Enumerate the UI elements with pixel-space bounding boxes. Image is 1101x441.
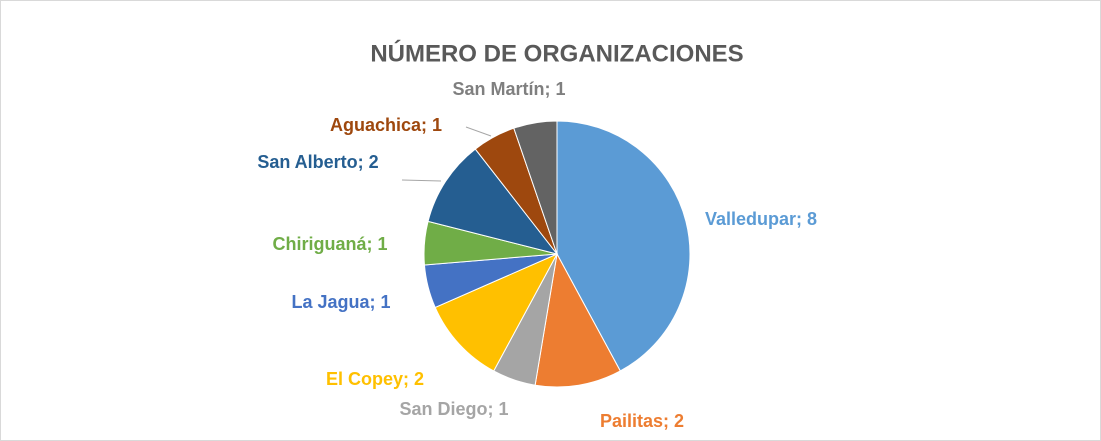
data-label: San Alberto; 2 [257, 152, 378, 172]
data-label: Chiriguaná; 1 [272, 234, 387, 254]
chart-title: NÚMERO DE ORGANIZACIONES [370, 39, 743, 67]
data-label: San Martín; 1 [452, 79, 565, 99]
data-label: El Copey; 2 [326, 369, 424, 389]
data-label: Valledupar; 8 [705, 209, 817, 229]
leader-line [401, 179, 442, 182]
data-label: Pailitas; 2 [600, 411, 684, 431]
data-label: Aguachica; 1 [330, 115, 442, 135]
data-label: La Jagua; 1 [291, 292, 390, 312]
pie-slice [534, 252, 621, 388]
pie-slice [434, 252, 559, 372]
pie-slice [427, 148, 559, 255]
leader-line [465, 126, 492, 137]
data-label: San Diego; 1 [399, 399, 508, 419]
pie-slice [513, 120, 558, 255]
pie-slice [556, 120, 691, 372]
